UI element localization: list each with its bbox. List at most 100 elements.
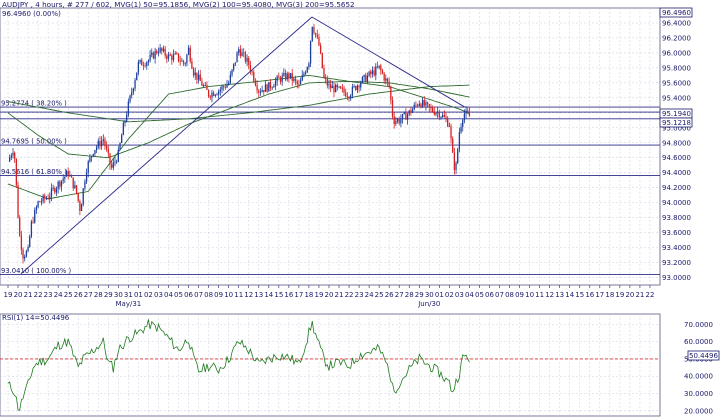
candle-body xyxy=(330,84,332,89)
candle-body xyxy=(211,92,213,98)
x-tick-label: 13 xyxy=(555,291,564,299)
candle-body xyxy=(12,152,14,156)
candle-body xyxy=(338,86,340,88)
candle-body xyxy=(323,68,325,78)
candle-body xyxy=(39,201,41,203)
candle-body xyxy=(201,80,203,86)
candle-body xyxy=(159,47,161,53)
x-tick-label: 13 xyxy=(254,291,263,299)
candle-body xyxy=(288,73,290,78)
x-tick-label: 22 xyxy=(34,291,43,299)
candle-body xyxy=(65,171,68,177)
x-tick-label: 11 xyxy=(234,291,243,299)
candle-body xyxy=(249,64,252,72)
x-tick-label: 03 xyxy=(154,291,163,299)
candle-body xyxy=(212,92,215,96)
candle-body xyxy=(380,65,382,71)
candle-body xyxy=(216,94,218,96)
candle-body xyxy=(139,59,141,62)
trendline xyxy=(311,16,465,108)
fib-label: 94.7695 ( 50.00% ) xyxy=(1,138,67,146)
candle-body xyxy=(189,47,191,62)
x-tick-label: 23 xyxy=(355,291,364,299)
x-tick-label: 02 xyxy=(445,291,454,299)
candle-body xyxy=(228,82,230,85)
candle-body xyxy=(50,188,53,197)
candle-body xyxy=(465,110,467,114)
candle-body xyxy=(468,112,471,117)
candle-body xyxy=(246,58,248,62)
candle-body xyxy=(233,63,235,70)
candle-body xyxy=(107,148,109,154)
candle-body xyxy=(299,80,302,85)
candle-body xyxy=(298,84,300,85)
candle-body xyxy=(111,164,113,168)
candle-body xyxy=(132,88,135,93)
candle-body xyxy=(127,101,130,116)
x-tick-label: 12 xyxy=(244,291,253,299)
candle-body xyxy=(353,86,355,87)
candle-body xyxy=(443,115,445,118)
x-tick-label: 24 xyxy=(365,291,374,299)
candle-body xyxy=(179,60,181,62)
candle-body xyxy=(221,86,223,90)
x-tick-label: 06 xyxy=(485,291,494,299)
candle-body xyxy=(29,236,31,247)
price-tag-last1-text: 95.1940 xyxy=(662,110,691,118)
candle-body xyxy=(279,77,282,82)
x-tick-label: 02 xyxy=(144,291,153,299)
candle-body xyxy=(45,198,48,199)
x-tick-label: 05 xyxy=(174,291,183,299)
candle-body xyxy=(194,72,196,76)
top-left-label: 96.4960 (0.00%) xyxy=(2,10,61,18)
candle-body xyxy=(57,181,59,189)
candle-body xyxy=(243,52,245,54)
candle-body xyxy=(214,94,216,96)
candle-body xyxy=(336,84,338,88)
candle-body xyxy=(60,180,63,187)
price-tick-label: 93.0000 xyxy=(662,274,691,282)
candle-body xyxy=(157,52,160,54)
candle-body xyxy=(85,172,88,182)
candle-body xyxy=(253,72,255,81)
candle-body xyxy=(162,48,165,51)
candle-body xyxy=(266,84,268,92)
candle-body xyxy=(360,82,362,88)
price-tick-label: 93.6000 xyxy=(662,229,691,237)
candle-body xyxy=(375,66,377,76)
candle-body xyxy=(82,188,84,205)
candle-body xyxy=(400,119,402,124)
candle-body xyxy=(385,78,387,81)
candle-body xyxy=(238,49,240,53)
candle-body xyxy=(462,120,464,127)
candle-body xyxy=(324,77,327,80)
candle-body xyxy=(22,249,24,259)
candle-body xyxy=(164,48,166,56)
fib-levels: 95.2774 ( 38.20% ) 94.7695 ( 50.00% ) 94.5… xyxy=(0,100,660,275)
price-tick-label: 94.8000 xyxy=(662,139,691,147)
candle-body xyxy=(109,153,111,165)
x-tick-label: 20 xyxy=(325,291,334,299)
candle-body xyxy=(154,50,156,59)
x-tick-label: 15 xyxy=(274,291,283,299)
candle-body xyxy=(156,50,158,54)
x-tick-label: 08 xyxy=(204,291,213,299)
candle-body xyxy=(191,61,193,69)
x-tick-label: 01 xyxy=(134,291,143,299)
candle-body xyxy=(463,113,466,121)
candle-body xyxy=(184,63,186,65)
x-tick-label: 05 xyxy=(475,291,484,299)
candle-body xyxy=(90,155,93,158)
candle-body xyxy=(226,84,228,88)
candle-body xyxy=(27,246,29,252)
candle-body xyxy=(207,89,210,97)
candle-body xyxy=(219,89,221,92)
candle-body xyxy=(94,150,96,154)
candle-body xyxy=(358,85,360,88)
candle-body xyxy=(278,76,280,78)
price-tag-last2: 95.1218 xyxy=(659,117,693,128)
candle-body xyxy=(231,69,233,75)
x-tick-label: 11 xyxy=(535,291,544,299)
candle-body xyxy=(442,115,444,117)
candle-body xyxy=(102,139,104,141)
